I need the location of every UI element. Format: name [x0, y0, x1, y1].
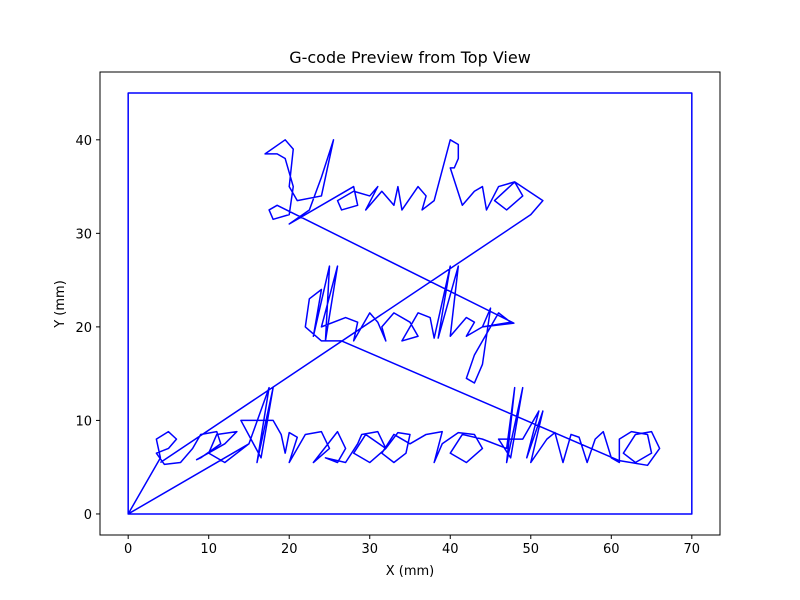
y-tick-label: 10 [75, 414, 92, 429]
y-axis-label: Y (mm) [53, 280, 68, 329]
x-tick-label: 20 [281, 542, 298, 557]
x-tick-label: 40 [442, 542, 459, 557]
x-tick-label: 70 [684, 542, 701, 557]
y-tick-label: 0 [84, 508, 92, 523]
x-tick-label: 0 [124, 542, 132, 557]
x-axis-label: X (mm) [386, 564, 435, 579]
x-tick-label: 50 [523, 542, 540, 557]
x-tick-label: 10 [200, 542, 217, 557]
y-tick-label: 20 [75, 321, 92, 336]
chart-title: G-code Preview from Top View [289, 48, 531, 67]
y-tick-label: 30 [75, 227, 92, 242]
axes-frame [99, 71, 721, 536]
toolpath-line [127, 92, 693, 515]
x-tick-label: 30 [361, 542, 378, 557]
y-tick-label: 40 [75, 134, 92, 149]
x-tick-label: 60 [603, 542, 620, 557]
